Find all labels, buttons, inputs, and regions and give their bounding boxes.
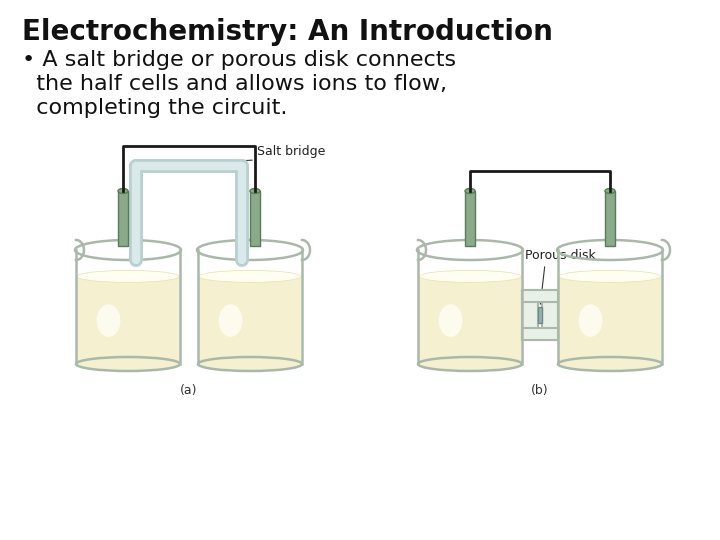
Ellipse shape	[559, 271, 661, 282]
Ellipse shape	[199, 271, 301, 282]
Bar	[559, 276, 661, 364]
Ellipse shape	[465, 188, 475, 193]
Ellipse shape	[199, 358, 301, 370]
Bar	[465, 191, 475, 246]
Ellipse shape	[419, 271, 521, 282]
Bar	[419, 276, 521, 364]
Bar	[118, 191, 128, 246]
Ellipse shape	[579, 305, 603, 337]
Bar	[522, 290, 538, 340]
Ellipse shape	[96, 305, 120, 337]
Bar	[542, 290, 558, 340]
Ellipse shape	[77, 358, 179, 370]
Ellipse shape	[77, 271, 179, 282]
Ellipse shape	[559, 358, 661, 370]
Text: • A salt bridge or porous disk connects: • A salt bridge or porous disk connects	[22, 50, 456, 70]
Bar	[250, 191, 260, 246]
Text: Electrochemistry: An Introduction: Electrochemistry: An Introduction	[22, 18, 553, 46]
Bar	[538, 307, 542, 323]
Bar	[199, 276, 301, 364]
Text: (b): (b)	[531, 384, 549, 397]
Bar	[77, 276, 179, 364]
Ellipse shape	[219, 305, 243, 337]
Bar	[522, 328, 558, 340]
Bar	[522, 290, 558, 302]
Ellipse shape	[250, 188, 260, 193]
Text: Porous disk: Porous disk	[525, 249, 595, 262]
Text: (a): (a)	[180, 384, 198, 397]
Ellipse shape	[118, 188, 128, 193]
Bar	[605, 191, 615, 246]
Ellipse shape	[438, 305, 462, 337]
Text: completing the circuit.: completing the circuit.	[22, 98, 287, 118]
Ellipse shape	[419, 358, 521, 370]
Ellipse shape	[605, 188, 615, 193]
Text: the half cells and allows ions to flow,: the half cells and allows ions to flow,	[22, 74, 447, 94]
Text: Salt bridge: Salt bridge	[257, 145, 325, 158]
